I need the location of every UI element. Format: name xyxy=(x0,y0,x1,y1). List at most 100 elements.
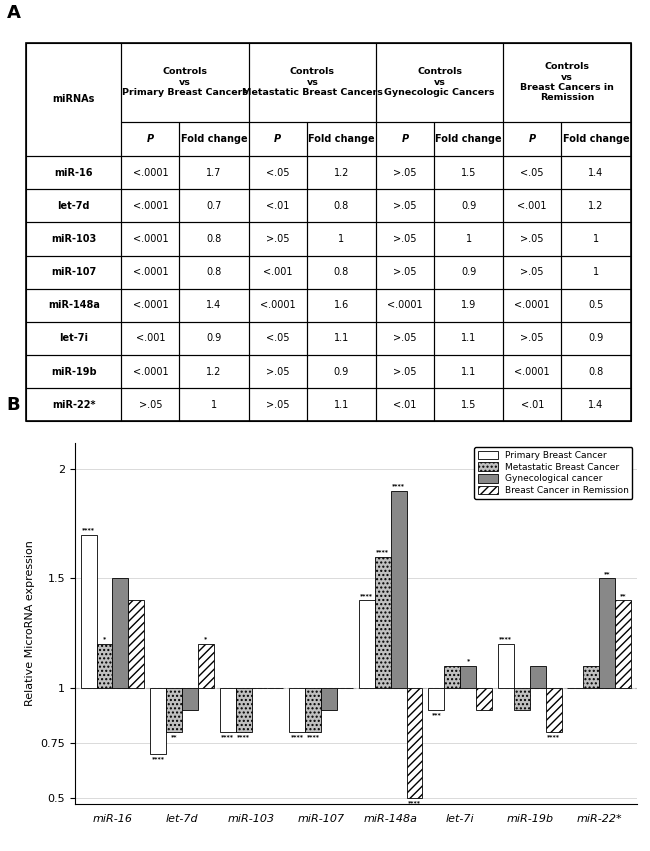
Bar xyxy=(249,388,307,421)
Text: Fold change: Fold change xyxy=(436,134,502,144)
Text: >.05: >.05 xyxy=(521,267,544,277)
Text: ****: **** xyxy=(237,734,250,740)
Text: <.05: <.05 xyxy=(266,168,289,178)
Bar xyxy=(460,666,476,688)
Text: >.05: >.05 xyxy=(393,267,417,277)
Text: <.01: <.01 xyxy=(521,400,544,409)
Text: 0.7: 0.7 xyxy=(207,201,222,211)
Bar xyxy=(307,157,376,189)
Text: >.05: >.05 xyxy=(393,334,417,344)
Text: 1.1: 1.1 xyxy=(461,334,476,344)
Text: let-7i: let-7i xyxy=(59,334,88,344)
Text: Controls
vs
Primary Breast Cancers: Controls vs Primary Breast Cancers xyxy=(122,67,248,97)
Bar xyxy=(434,222,503,255)
Text: >.05: >.05 xyxy=(393,168,417,178)
Text: >.05: >.05 xyxy=(266,234,289,244)
Text: miR-16: miR-16 xyxy=(55,168,93,178)
Bar xyxy=(182,688,198,710)
Bar xyxy=(307,255,376,288)
Text: >.05: >.05 xyxy=(266,400,289,409)
Bar xyxy=(375,557,391,688)
Text: miR-107: miR-107 xyxy=(51,267,96,277)
Bar xyxy=(150,688,166,754)
Bar xyxy=(530,666,545,688)
Bar xyxy=(503,355,561,388)
Bar xyxy=(434,388,503,421)
Bar xyxy=(321,688,337,710)
Text: 0.8: 0.8 xyxy=(333,267,349,277)
Y-axis label: Relative MicroRNA expression: Relative MicroRNA expression xyxy=(25,540,34,706)
Text: >.05: >.05 xyxy=(138,400,162,409)
Text: >.05: >.05 xyxy=(393,234,417,244)
Text: A: A xyxy=(6,4,20,22)
Bar xyxy=(26,355,122,388)
Text: <.0001: <.0001 xyxy=(260,300,296,311)
Bar xyxy=(307,288,376,322)
Text: >.05: >.05 xyxy=(521,234,544,244)
Text: **: ** xyxy=(620,592,627,597)
Text: 0.9: 0.9 xyxy=(461,201,476,211)
Bar xyxy=(179,255,249,288)
Text: <.001: <.001 xyxy=(136,334,165,344)
Bar xyxy=(26,255,122,288)
Text: Controls
vs
Breast Cancers in
Remission: Controls vs Breast Cancers in Remission xyxy=(520,62,614,102)
Bar xyxy=(561,122,630,157)
Text: 1.1: 1.1 xyxy=(333,400,349,409)
Text: 1.4: 1.4 xyxy=(588,400,603,409)
Text: miR-148a: miR-148a xyxy=(48,300,99,311)
Bar xyxy=(179,189,249,222)
Bar xyxy=(376,222,434,255)
Text: ****: **** xyxy=(291,734,304,740)
Text: <.0001: <.0001 xyxy=(514,367,550,376)
Text: ***: *** xyxy=(432,712,441,717)
Bar xyxy=(112,579,129,688)
Text: let-7d: let-7d xyxy=(57,201,90,211)
Bar xyxy=(122,43,249,122)
Bar xyxy=(249,43,376,122)
Text: 1.5: 1.5 xyxy=(461,400,476,409)
Text: P: P xyxy=(402,134,408,144)
Text: 0.8: 0.8 xyxy=(207,234,222,244)
Bar xyxy=(26,43,122,157)
Bar xyxy=(498,644,514,688)
Text: 1.4: 1.4 xyxy=(207,300,222,311)
Bar xyxy=(376,322,434,355)
Text: 0.9: 0.9 xyxy=(588,334,603,344)
Text: 1.1: 1.1 xyxy=(333,334,349,344)
Bar xyxy=(391,491,406,688)
Bar xyxy=(307,355,376,388)
Bar xyxy=(122,288,179,322)
Text: miR-22*: miR-22* xyxy=(52,400,96,409)
Bar xyxy=(434,189,503,222)
Text: 1: 1 xyxy=(593,234,599,244)
Bar xyxy=(122,189,179,222)
Text: miRNAs: miRNAs xyxy=(53,94,95,105)
Bar xyxy=(376,122,434,157)
Bar xyxy=(503,189,561,222)
Bar xyxy=(122,255,179,288)
Bar xyxy=(445,666,460,688)
Text: 0.9: 0.9 xyxy=(333,367,349,376)
Bar xyxy=(26,322,122,355)
Bar xyxy=(97,644,112,688)
Text: ****: **** xyxy=(307,734,320,740)
Text: Fold change: Fold change xyxy=(181,134,248,144)
Text: >.05: >.05 xyxy=(266,367,289,376)
Text: <.0001: <.0001 xyxy=(514,300,550,311)
Text: 1: 1 xyxy=(593,267,599,277)
Bar xyxy=(376,288,434,322)
Text: 0.8: 0.8 xyxy=(588,367,603,376)
Bar xyxy=(561,255,630,288)
Bar xyxy=(249,322,307,355)
Text: 0.9: 0.9 xyxy=(461,267,476,277)
Text: ****: **** xyxy=(392,483,405,488)
Bar xyxy=(615,600,631,688)
Text: 0.9: 0.9 xyxy=(207,334,222,344)
Text: ****: **** xyxy=(408,800,421,805)
Text: Controls
vs
Gynecologic Cancers: Controls vs Gynecologic Cancers xyxy=(384,67,495,97)
Text: ****: **** xyxy=(376,549,389,554)
Text: <.0001: <.0001 xyxy=(387,300,422,311)
Text: 1: 1 xyxy=(211,400,217,409)
Bar xyxy=(503,43,630,122)
Text: 1.9: 1.9 xyxy=(461,300,476,311)
